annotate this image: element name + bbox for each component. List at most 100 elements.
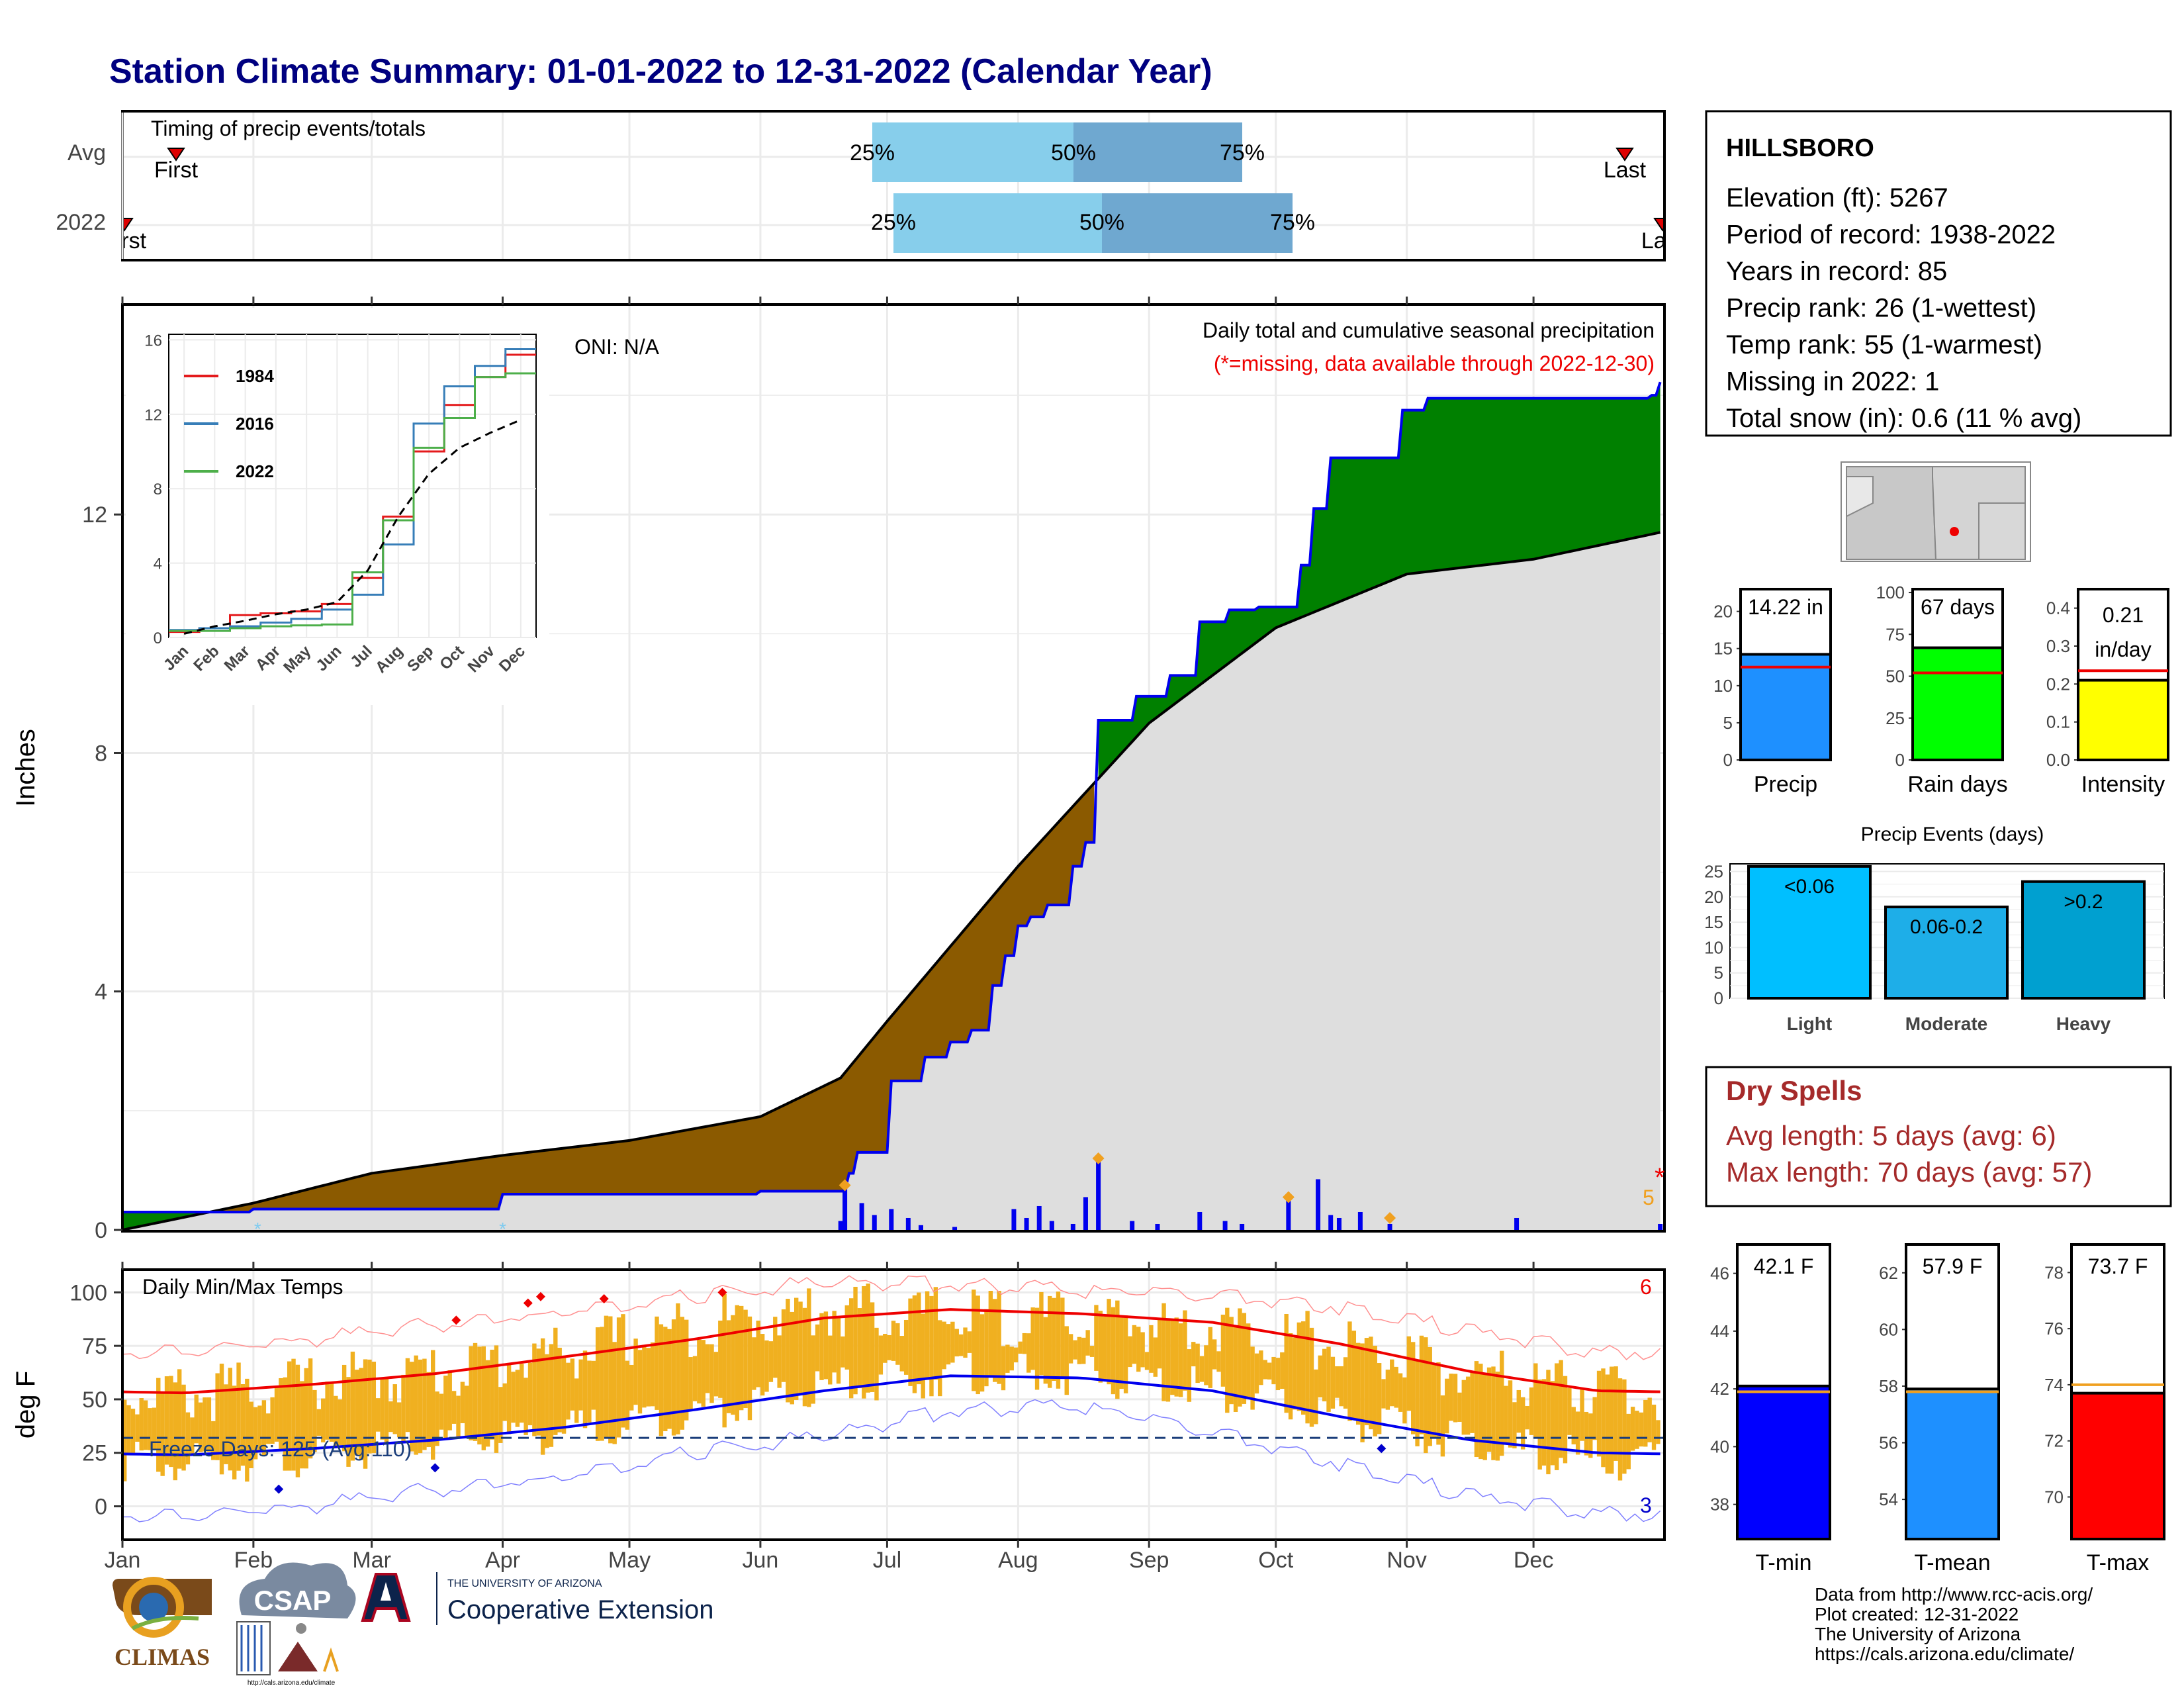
daily-temp-bar [506,1362,512,1434]
daily-precip-bar [842,1188,848,1230]
daily-temp-bar [1043,1317,1048,1384]
daily-precip-bar [1286,1199,1291,1230]
daily-temp-bar [1610,1366,1614,1474]
daily-temp-bar [773,1317,778,1378]
daily-temp-bar [1369,1336,1373,1430]
inset-ytick-label: 0 [154,630,162,647]
daily-temp-bar [245,1378,250,1482]
daily-temp-bar [574,1378,579,1423]
daily-precip-bar [1155,1223,1160,1230]
daily-temp-bar [912,1295,917,1393]
dry-spells-box: Dry Spells Avg length: 5 days (avg: 6) M… [1705,1066,2172,1207]
month-label: Feb [234,1548,273,1573]
daily-temp-bar [1339,1366,1343,1407]
precip-missing-marker: * [1655,1163,1665,1192]
daily-temp-bar [1326,1346,1331,1412]
daily-temp-bar [802,1307,807,1407]
daily-temp-bar [1161,1303,1166,1401]
daily-precip-bar [1197,1211,1203,1230]
avg-first-label: First [154,158,199,183]
daily-temp-bar [862,1286,866,1399]
daily-temp-bar [1410,1342,1416,1434]
daily-temp-bar [722,1293,727,1428]
daily-temp-bar [173,1382,178,1481]
temp-summary-ytick-label: 42 [1710,1379,1729,1399]
daily-temp-bar [156,1378,161,1472]
daily-temp-bar [967,1331,972,1353]
temp-summary-ytick-label: 62 [1879,1263,1898,1283]
daily-temp-bar [908,1298,913,1386]
temp-summary-ytick-label: 76 [2044,1319,2064,1338]
daily-temp-bar [1537,1380,1542,1470]
daily-temp-bar [494,1345,499,1453]
daily-temp-bar [1081,1337,1086,1364]
daily-temp-bar [929,1295,934,1397]
temp-ytick-label: 50 [82,1387,107,1413]
daily-temp-bar [1394,1366,1398,1408]
daily-temp-bar [1622,1379,1627,1474]
daily-temp-bar [988,1290,993,1378]
daily-precip-bar [1328,1215,1334,1230]
event-bar-light [1747,865,1872,1000]
daily-temp-bar [1563,1376,1568,1464]
daily-precip-bar [1070,1223,1075,1230]
daily-temp-bar [536,1348,541,1436]
daily-temp-bar [384,1377,389,1444]
daily-precip-bar [1036,1205,1042,1230]
y2022-p75: 75% [1270,210,1315,235]
month-label: Nov [1387,1548,1426,1573]
daily-temp-bar [1343,1357,1348,1409]
daily-temp-bar [1486,1367,1492,1452]
month-label: Jun [743,1548,779,1573]
daily-temp-bar [903,1319,909,1375]
daily-temp-bar [676,1303,680,1434]
daily-temp-bar [304,1368,308,1469]
temp-ytick-label: 75 [82,1334,107,1359]
daily-precip-bar [1049,1221,1054,1230]
daily-temp-bar [946,1324,951,1365]
daily-temp-bar [1347,1321,1352,1421]
ua-logo: THE UNIVERSITY OF ARIZONA Cooperative Ex… [361,1572,713,1625]
daily-temp-bar [600,1327,604,1441]
station-info-line: Precip rank: 26 (1-wettest) [1726,294,2036,323]
summary-ytick-label: 100 [1876,583,1905,602]
summary-ytick-label: 0.3 [2046,636,2070,656]
daily-temp-bar [1482,1374,1487,1460]
daily-temp-bar [1174,1317,1179,1397]
avg-first-marker [167,148,185,162]
daily-temp-bar [359,1368,363,1460]
daily-temp-bar [325,1382,330,1440]
precip-count-label: 5 [1643,1186,1655,1209]
y2022-last-marker [1653,218,1663,232]
temp-ytick-label: 25 [82,1441,107,1466]
daily-temp-bar [219,1364,224,1475]
daily-temp-bar [828,1335,833,1385]
daily-temp-bar [1385,1370,1390,1410]
daily-temp-bar [1233,1325,1238,1412]
daily-temp-bar [844,1305,849,1370]
station-info-line: Temp rank: 55 (1-warmest) [1726,330,2042,359]
temp-summary-ytick-label: 40 [1710,1436,1729,1456]
daily-temp-bar [261,1400,267,1456]
daily-temp-bar [629,1364,634,1411]
daily-temp-bar [878,1335,884,1375]
temp-summary-ytick-label: 56 [1879,1433,1898,1453]
y2022-first-label: First [103,228,147,254]
temp-summary-ytick-label: 70 [2044,1487,2064,1507]
event-bar-inner-label: 0.06-0.2 [1910,916,1983,938]
location-map [1841,461,2031,562]
daily-temp-bar [1178,1323,1183,1397]
daily-temp-bar [557,1347,562,1432]
daily-temp-bar [570,1358,575,1411]
daily-temp-bar [287,1361,292,1471]
daily-temp-bar [1123,1315,1128,1393]
daily-temp-bar [933,1287,938,1380]
daily-temp-bar [1297,1322,1302,1411]
daily-temp-bar [1415,1360,1420,1446]
daily-temp-bar [887,1335,891,1360]
daily-temp-bar [1030,1307,1035,1370]
temp-bar-charts: 38 40 42 44 46 42.1 F T-min 54 56 58 60 62 57.9 F T-m… [1710,1243,2165,1575]
inset-legend-label: 2016 [236,414,274,434]
daily-temp-bar [1424,1337,1428,1454]
